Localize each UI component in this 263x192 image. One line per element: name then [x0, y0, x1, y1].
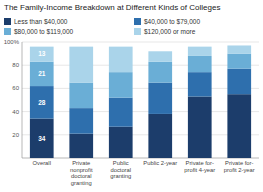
x-tick-line: profit 2-year — [224, 167, 255, 173]
x-axis-line — [22, 158, 259, 159]
x-tick-label: Publicdoctoralgranting — [110, 160, 131, 179]
data-label: 13 — [38, 50, 46, 57]
bar-segment — [148, 83, 172, 114]
y-tick-label: 80 — [12, 62, 19, 68]
x-tick-line: Public 2-year — [143, 160, 177, 166]
chart: The Family-Income Breakdown at Different… — [0, 0, 263, 192]
legend-label: $40,000 to $79,000 — [144, 18, 200, 25]
bar-segment — [69, 134, 93, 158]
bar-segment — [109, 127, 133, 158]
y-axis-line — [22, 42, 23, 158]
bar-segment — [30, 119, 54, 158]
bar-segment — [109, 47, 133, 73]
bar-segment — [30, 47, 54, 62]
x-tick-line: Public — [113, 160, 129, 166]
x-tick-line: doctoral — [71, 173, 92, 179]
x-tick-line: Private — [72, 160, 90, 166]
x-tick-label: Private for-profit 2-year — [224, 160, 255, 173]
grid-line — [22, 88, 259, 89]
data-labels: 34 28 21 13 — [38, 50, 46, 141]
x-tick-line: granting — [71, 180, 92, 186]
legend-label: Less than $40,000 — [14, 18, 68, 25]
grid — [22, 42, 259, 135]
legend-swatch — [134, 28, 141, 35]
grid-line — [22, 111, 259, 112]
title: The Family-Income Breakdown at Different… — [4, 3, 220, 12]
bar-segment — [30, 86, 54, 118]
bar-segment — [30, 62, 54, 86]
x-tick-line: doctoral — [110, 167, 131, 173]
legend-swatch — [134, 18, 141, 25]
data-label: 28 — [38, 99, 46, 106]
bars — [30, 45, 251, 158]
bar-segment — [69, 47, 93, 83]
legend-label: $80,000 to $119,000 — [14, 28, 74, 35]
bar-segment — [188, 97, 212, 158]
legend-swatch — [4, 18, 11, 25]
x-tick-line: nonprofit — [70, 167, 93, 173]
bar-segment — [227, 69, 251, 95]
x-tick-line: granting — [110, 173, 131, 179]
y-tick-label: 100% — [4, 39, 20, 45]
data-label: 21 — [38, 70, 46, 77]
bar-segment — [69, 83, 93, 109]
x-tick-label: Overall — [33, 160, 51, 166]
x-tick-label: Public 2-year — [143, 160, 177, 166]
grid-line — [22, 65, 259, 66]
legend-label: $120,000 or more — [144, 28, 196, 35]
bar-segment — [148, 114, 172, 158]
data-label: 34 — [38, 135, 46, 142]
x-tick-line: Overall — [33, 160, 51, 166]
y-tick-label: 60 — [12, 85, 19, 91]
bar-segment — [227, 45, 251, 53]
x-tick-label: Privatenonprofitdoctoralgranting — [70, 160, 93, 186]
grid-line — [22, 42, 259, 43]
x-tick-line: Private for- — [186, 160, 214, 166]
grid-line — [22, 134, 259, 135]
y-tick-label: 20 — [12, 132, 19, 138]
bar-segment — [148, 62, 172, 83]
legend-swatch — [4, 28, 11, 35]
bar-segment — [227, 94, 251, 158]
bar-segment — [109, 72, 133, 98]
bar-segment — [188, 47, 212, 56]
bar-segment — [227, 54, 251, 69]
bar-segment — [188, 72, 212, 96]
bar-segment — [188, 56, 212, 72]
y-tick-label: 40 — [12, 109, 19, 115]
bar-segment — [69, 108, 93, 134]
x-tick-line: profit 4-year — [184, 167, 215, 173]
x-tick-line: Private for- — [225, 160, 253, 166]
bar-segment — [109, 98, 133, 127]
bar-segment — [148, 51, 172, 61]
x-tick-label: Private for-profit 4-year — [184, 160, 215, 173]
